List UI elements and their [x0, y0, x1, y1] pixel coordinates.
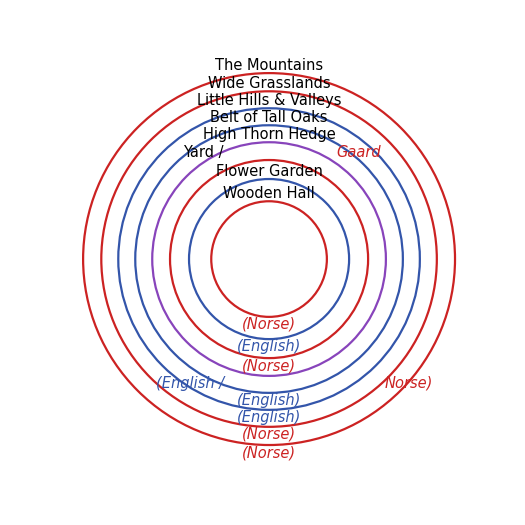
Text: (English /: (English / [156, 376, 229, 391]
Text: (Norse): (Norse) [242, 317, 296, 332]
Text: Norse): Norse) [385, 376, 433, 391]
Text: (English): (English) [237, 339, 301, 354]
Text: Little Hills & Valleys: Little Hills & Valleys [197, 93, 341, 108]
Text: (Norse): (Norse) [242, 358, 296, 373]
Text: Gaard: Gaard [336, 145, 381, 160]
Text: (Norse): (Norse) [242, 445, 296, 460]
Text: Wooden Hall: Wooden Hall [223, 186, 315, 201]
Text: (Norse): (Norse) [242, 427, 296, 442]
Text: High Thorn Hedge: High Thorn Hedge [203, 127, 335, 142]
Text: The Mountains: The Mountains [215, 58, 323, 73]
Text: Wide Grasslands: Wide Grasslands [208, 76, 330, 91]
Text: Yard /: Yard / [183, 145, 228, 160]
Text: Flower Garden: Flower Garden [216, 164, 322, 179]
Text: (English): (English) [237, 393, 301, 408]
Text: Belt of Tall Oaks: Belt of Tall Oaks [211, 110, 328, 125]
Text: (English): (English) [237, 410, 301, 425]
